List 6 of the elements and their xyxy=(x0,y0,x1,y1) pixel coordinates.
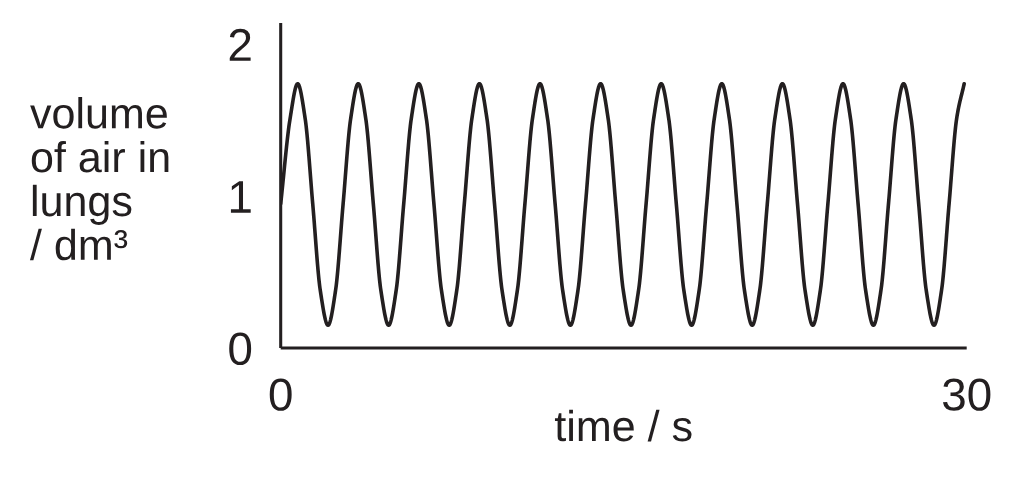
y-tick-label: 2 xyxy=(229,28,251,61)
y-tick-label: 1 xyxy=(230,181,251,213)
x-axis-title: time / s xyxy=(554,409,692,442)
y-tick-label: 0 xyxy=(229,332,252,366)
y-axis-title: volume of air in lungs / dm³ xyxy=(29,97,169,261)
x-tick-label: 30 xyxy=(942,378,991,411)
